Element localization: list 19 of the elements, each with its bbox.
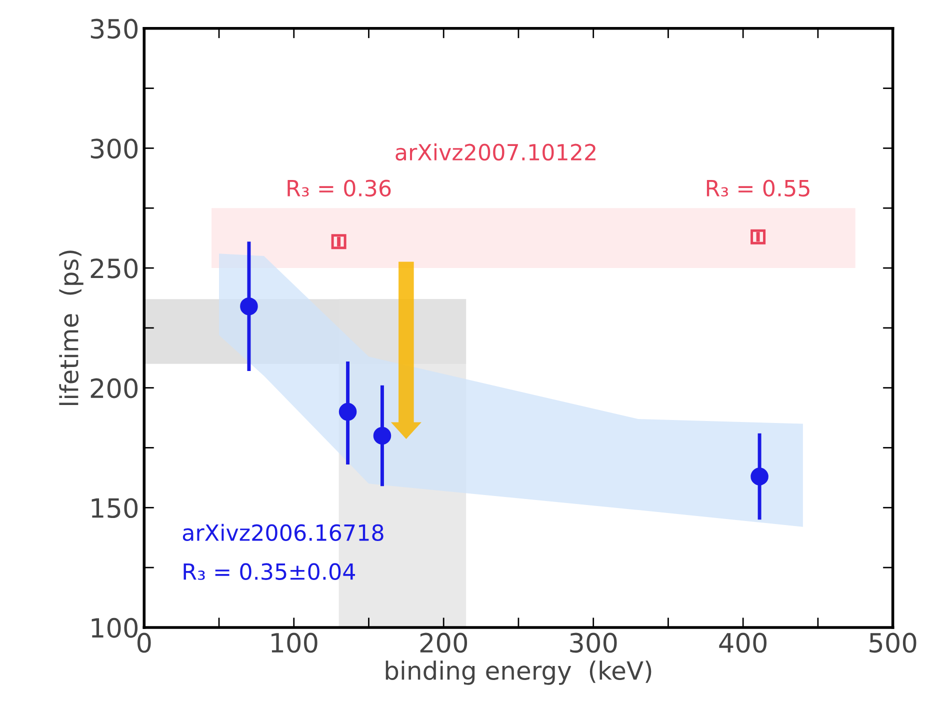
- x-tick-label: 500: [870, 632, 916, 653]
- y-tick-label: 200: [90, 378, 138, 398]
- x-tick-label: 0: [137, 632, 151, 653]
- y-tick-label: 150: [92, 498, 138, 518]
- y-tick-label: 300: [90, 138, 138, 159]
- x-tick-label: 100: [272, 632, 318, 653]
- y-tick-label: 100: [92, 618, 138, 638]
- annotation: arXivz2007.10122: [396, 143, 596, 161]
- annotation: arXivz2006.16718: [182, 524, 384, 542]
- x-tick-label: 200: [420, 632, 468, 653]
- x-tick-label: 400: [719, 632, 766, 653]
- annotation: R₃ = 0.35±0.04: [184, 563, 356, 580]
- y-tick-label: 250: [90, 258, 138, 278]
- annotation: R₃ = 0.36: [288, 180, 391, 197]
- annotation: R₃ = 0.55: [706, 180, 810, 197]
- y-tick-label: 350: [90, 18, 138, 39]
- x-axis-title: binding energy (keV): [386, 660, 652, 685]
- y-axis-title: lifetime (ps): [59, 250, 84, 405]
- x-tick-label: 300: [570, 632, 617, 653]
